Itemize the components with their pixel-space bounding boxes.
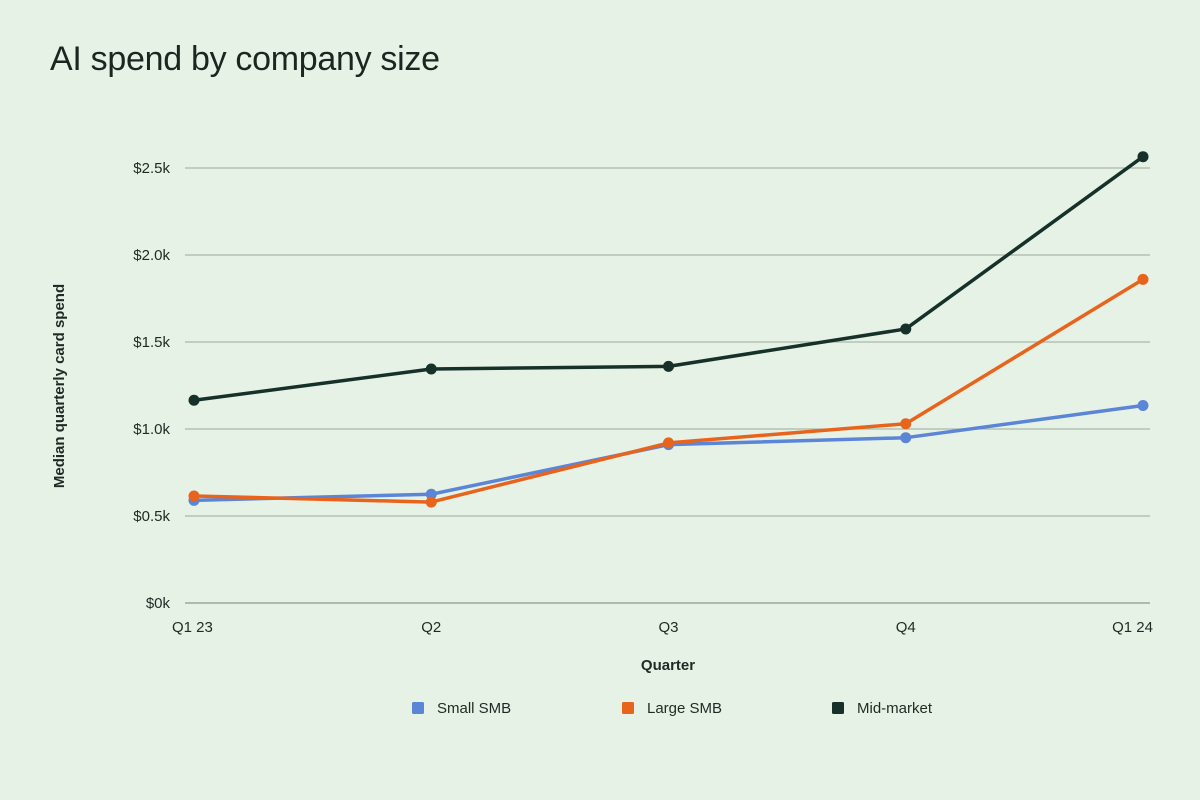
data-point-small-smb	[1137, 400, 1149, 412]
y-tick-label: $0k	[146, 595, 171, 612]
x-tick-label: Q1 23	[172, 619, 213, 636]
y-tick-labels: $0k $0.5k $1.0k $1.5k $2.0k $2.5k	[133, 160, 170, 612]
data-point-large-smb	[900, 418, 912, 430]
x-tick-labels: Q1 23 Q2 Q3 Q4 Q1 24	[172, 619, 1153, 636]
data-point-small-smb	[900, 432, 912, 444]
x-tick-label: Q4	[896, 619, 916, 636]
data-point-mid-market	[425, 363, 437, 375]
series-points	[188, 151, 1149, 508]
chart-title: AI spend by company size	[50, 40, 440, 78]
data-point-large-smb	[188, 490, 200, 502]
legend-swatch-mid-market	[832, 702, 844, 714]
data-point-large-smb	[425, 496, 437, 508]
x-axis-title: Quarter	[641, 657, 695, 674]
y-tick-label: $2.0k	[133, 247, 170, 264]
data-point-mid-market	[900, 323, 912, 335]
series-line-large-smb	[192, 277, 1145, 504]
data-point-mid-market	[663, 360, 674, 372]
series-lines	[192, 154, 1145, 504]
y-axis-title: Median quarterly card spend	[51, 284, 68, 488]
legend-label-small-smb: Small SMB	[437, 700, 511, 717]
y-tick-label: $2.5k	[133, 160, 170, 177]
series-line-small-smb	[192, 403, 1145, 503]
data-point-large-smb	[663, 437, 674, 449]
legend-swatch-small-smb	[412, 702, 424, 714]
data-point-mid-market	[188, 394, 200, 406]
x-tick-label: Q2	[421, 619, 441, 636]
x-tick-label: Q3	[658, 619, 678, 636]
x-tick-label: Q1 24	[1112, 619, 1153, 636]
y-tick-label: $1.5k	[133, 334, 170, 351]
gridlines	[185, 167, 1150, 604]
legend-label-mid-market: Mid-market	[857, 700, 933, 717]
legend-label-large-smb: Large SMB	[647, 700, 722, 717]
data-point-small-smb	[425, 488, 437, 500]
legend-swatch-large-smb	[622, 702, 634, 714]
legend: Small SMB Large SMB Mid-market	[412, 700, 933, 717]
data-point-large-smb	[1137, 273, 1149, 285]
data-point-mid-market	[1137, 151, 1149, 163]
y-tick-label: $0.5k	[133, 508, 170, 525]
y-tick-label: $1.0k	[133, 421, 170, 438]
